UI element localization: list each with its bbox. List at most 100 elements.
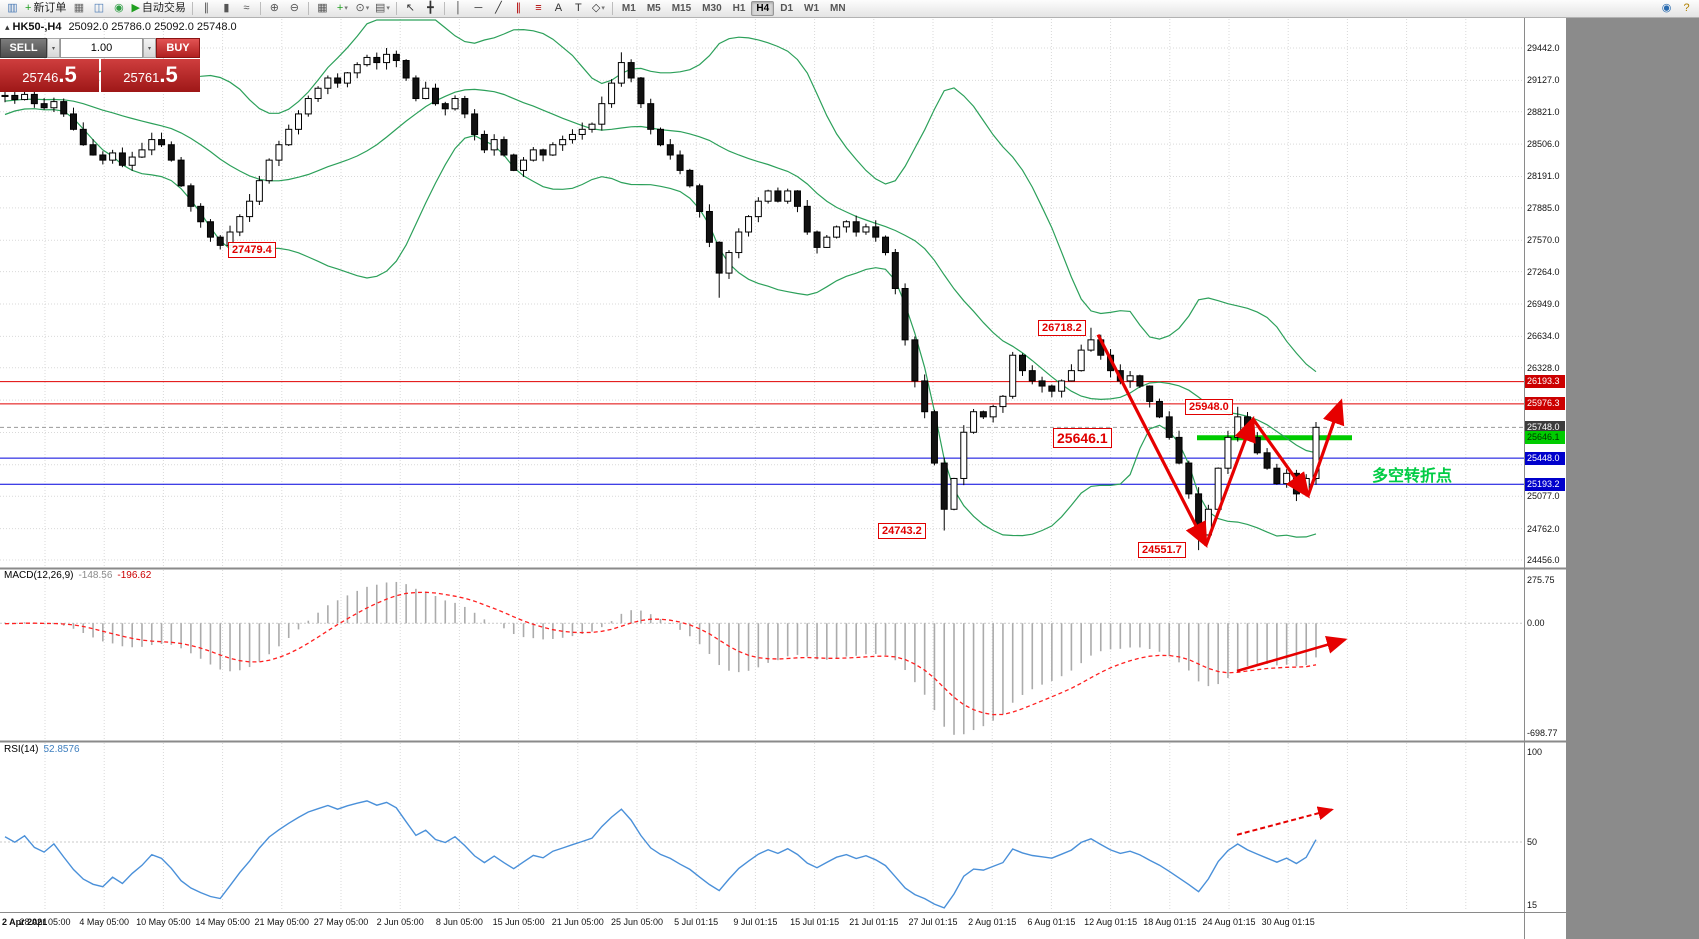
rsi-axis-label: 100 xyxy=(1527,747,1543,757)
rsi-header: RSI(14) 52.8576 xyxy=(4,744,80,755)
sell-price[interactable]: 25746.5 xyxy=(0,59,99,92)
volume-stepper-left[interactable]: ▾ xyxy=(47,38,60,58)
timeframe-d1[interactable]: D1 xyxy=(780,3,794,14)
timeframe-mn[interactable]: MN xyxy=(830,3,846,14)
fibonacci-icon[interactable]: ≡ xyxy=(529,1,548,16)
rsi-value: 52.8576 xyxy=(43,744,80,755)
chart-canvas xyxy=(0,19,1524,911)
indicators-button-icon: + xyxy=(336,2,344,14)
vertical-line-icon[interactable]: │ xyxy=(449,1,468,16)
price-annotation[interactable]: 24551.7 xyxy=(1138,542,1186,559)
price-annotation[interactable]: 26718.2 xyxy=(1038,319,1086,336)
text-tool[interactable]: A xyxy=(549,1,568,16)
candle-chart-mode-icon: ▮ xyxy=(223,2,230,14)
market-watch-icon[interactable]: ◉ xyxy=(109,1,128,16)
label-tool[interactable]: T xyxy=(569,1,588,16)
indicators-button-caret-icon: ▾ xyxy=(344,5,348,12)
price-axis-label: 27885.0 xyxy=(1527,202,1560,213)
charts-icon[interactable]: ▥ xyxy=(3,1,22,16)
price-tag: 25448.0 xyxy=(1525,451,1565,465)
auto-trading-button[interactable]: ▶ 自动交易 xyxy=(129,1,187,16)
time-axis-label: 28 Apr 05:00 xyxy=(19,917,71,927)
timeframe-m1[interactable]: M1 xyxy=(621,3,636,14)
sell-price-main: 25746 xyxy=(22,70,59,85)
cursor-icon: ↖ xyxy=(405,2,416,14)
horizontal-line-icon[interactable]: ─ xyxy=(469,1,488,16)
macd-arrow[interactable] xyxy=(1236,635,1348,673)
price-axis-label: 27264.0 xyxy=(1527,266,1560,277)
tile-windows-icon[interactable]: ▦ xyxy=(313,1,332,16)
price-annotation[interactable]: 25646.1 xyxy=(1053,427,1112,448)
timeframe-w1[interactable]: W1 xyxy=(804,3,820,14)
trendline-icon: ╱ xyxy=(495,2,502,14)
candle-chart-mode-icon[interactable]: ▮ xyxy=(217,1,236,16)
buy-price[interactable]: 25761.5 xyxy=(101,59,200,92)
fibonacci-icon: ≡ xyxy=(535,2,542,14)
time-axis-label: 27 Jul 01:15 xyxy=(908,917,958,927)
auto-trading-button-icon: ▶ xyxy=(131,2,140,14)
shapes-button-icon: ◇ xyxy=(591,2,601,14)
toolbar-separator xyxy=(191,2,193,15)
volume-stepper-right[interactable]: ▾ xyxy=(143,38,156,58)
help-icon[interactable]: ? xyxy=(1677,1,1696,16)
horizontal-levels xyxy=(0,381,1524,485)
toolbar-separator xyxy=(611,2,613,15)
bar-chart-mode-icon[interactable]: ∥ xyxy=(197,1,216,16)
price-annotation[interactable]: 24743.2 xyxy=(878,522,926,539)
periods-button-icon: ⊙ xyxy=(355,2,365,14)
chart-window-icon[interactable]: ▦ xyxy=(69,1,88,16)
price-tag: 26193.3 xyxy=(1525,375,1565,389)
line-chart-mode-icon[interactable]: ≈ xyxy=(237,1,256,16)
chart-window-icon: ▦ xyxy=(73,2,85,14)
one-click-toggle-icon[interactable]: ▴ xyxy=(5,22,10,32)
price-annotation[interactable]: 25948.0 xyxy=(1185,398,1233,415)
volume-input[interactable] xyxy=(60,38,143,58)
templates-button[interactable]: ▤ ▾ xyxy=(373,1,392,16)
chart-header: ▴ HK50-,H4 25092.0 25786.0 25092.0 25748.0 xyxy=(5,21,237,33)
trendline-icon[interactable]: ╱ xyxy=(489,1,508,16)
rsi-axis-label: 50 xyxy=(1527,837,1538,847)
crosshair-icon[interactable]: ╋ xyxy=(421,1,440,16)
time-axis-label: 12 Aug 01:15 xyxy=(1084,917,1138,927)
timeframe-m15[interactable]: M15 xyxy=(671,3,692,14)
price-axis-label: 29442.0 xyxy=(1527,43,1560,53)
zoom-out-icon[interactable]: ⊖ xyxy=(285,1,304,16)
buy-price-frac: .5 xyxy=(159,62,178,87)
timeframe-h1[interactable]: H1 xyxy=(732,3,746,14)
timeframe-h4[interactable]: H4 xyxy=(751,1,775,16)
timeframe-m5[interactable]: M5 xyxy=(646,3,661,14)
new-order-button-icon: + xyxy=(25,2,32,14)
periods-button[interactable]: ⊙ ▾ xyxy=(353,1,372,16)
community-icon[interactable]: ◉ xyxy=(1657,1,1676,16)
zoom-out-icon: ⊖ xyxy=(289,2,300,14)
time-axis-label: 4 May 05:00 xyxy=(79,917,129,927)
price-axis-label: 28821.0 xyxy=(1527,106,1560,117)
timeframe-m30[interactable]: M30 xyxy=(702,3,722,14)
channel-icon[interactable]: ∥ xyxy=(509,1,528,16)
crosshair-icon: ╋ xyxy=(427,2,434,14)
new-order-button[interactable]: + 新订单 xyxy=(23,1,68,16)
indicators-button[interactable]: + ▾ xyxy=(333,1,352,16)
line-chart-mode-icon: ≈ xyxy=(243,2,250,14)
price-tag: 25646.1 xyxy=(1525,431,1565,445)
rsi-title: RSI(14) xyxy=(4,744,39,755)
price-axis-label: 26328.0 xyxy=(1527,362,1560,373)
profiles-icon[interactable]: ◫ xyxy=(89,1,108,16)
shapes-button[interactable]: ◇ ▾ xyxy=(589,1,608,16)
buy-button[interactable]: BUY xyxy=(156,38,200,58)
macd-histogram xyxy=(4,581,1317,735)
bar-chart-mode-icon: ∥ xyxy=(203,2,210,14)
time-axis-label: 10 May 05:00 xyxy=(136,917,191,927)
zoom-in-icon[interactable]: ⊕ xyxy=(265,1,284,16)
time-axis-label: 8 Jun 05:00 xyxy=(435,917,483,927)
turning-point-note[interactable]: 多空转折点 xyxy=(1372,468,1453,486)
trend-arrows[interactable] xyxy=(1096,333,1345,549)
price-annotation[interactable]: 27479.4 xyxy=(228,241,276,258)
price-tag: 25748.0 xyxy=(1525,420,1565,434)
macd-axis-label: 0.00 xyxy=(1527,618,1545,629)
rsi-arrow[interactable] xyxy=(1236,806,1334,836)
time-axis-label: 15 Jun 05:00 xyxy=(492,917,545,927)
label-tool-icon: T xyxy=(575,2,582,14)
sell-button[interactable]: SELL xyxy=(0,38,47,58)
cursor-icon[interactable]: ↖ xyxy=(401,1,420,16)
